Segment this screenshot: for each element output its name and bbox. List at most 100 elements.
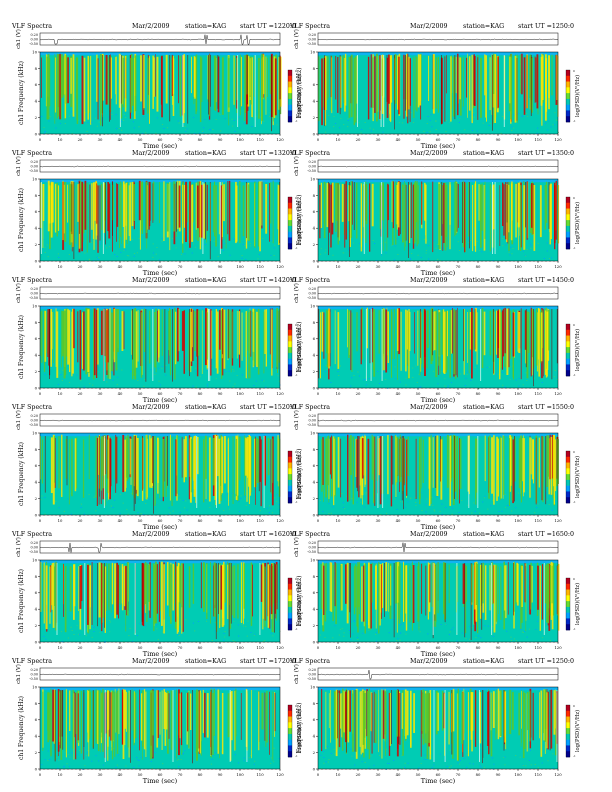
x-tick-label: 50 [416, 391, 421, 396]
noise-speckle [58, 257, 60, 258]
spectral-streak [541, 435, 543, 501]
spectral-streak [451, 438, 453, 478]
spectral-streak [124, 566, 127, 610]
noise-speckle [146, 260, 148, 262]
sferic-line [525, 182, 526, 228]
noise-speckle [348, 249, 350, 251]
spectral-streak [247, 310, 249, 351]
x-tick-label: 70 [178, 391, 183, 396]
x-tick-label: 70 [178, 772, 183, 777]
colorbar-tick-label: -1 [573, 373, 576, 377]
noise-speckle [553, 622, 555, 624]
noise-speckle [85, 635, 87, 637]
noise-speckle [67, 753, 69, 755]
noise-speckle [148, 498, 150, 500]
spectral-streak [384, 691, 386, 756]
spectral-streak [264, 692, 266, 741]
noise-speckle [546, 250, 548, 252]
spectral-streak [328, 693, 330, 729]
spectral-streak [87, 690, 89, 743]
noise-speckle [517, 113, 519, 115]
signal-gap [216, 436, 217, 508]
spectral-streak [87, 564, 89, 625]
panel-start-ut: start UT =1550:0 [518, 404, 574, 411]
noise-speckle [241, 374, 243, 376]
sferic-line [350, 563, 351, 638]
noise-speckle [89, 259, 91, 261]
spectral-streak [544, 565, 547, 604]
spectral-streak [89, 691, 92, 730]
noise-speckle [176, 759, 178, 761]
spectral-streak [416, 57, 418, 112]
noise-speckle [122, 502, 124, 504]
spectral-streak [505, 691, 507, 750]
sferic-line [503, 690, 505, 751]
spectral-streak [475, 438, 478, 493]
sferic-line [391, 690, 392, 744]
spectral-streak [104, 308, 106, 357]
panel-station: station=KAG [185, 658, 226, 665]
spectral-streak [163, 181, 165, 241]
spectral-streak [530, 437, 532, 475]
spectral-streak [194, 57, 196, 99]
sferic-line [208, 55, 209, 115]
waveform-tick-label: 0.00 [30, 673, 38, 677]
noise-speckle [415, 502, 417, 503]
noise-speckle [387, 387, 389, 389]
colorbar-segment [288, 606, 292, 613]
spectral-streak [196, 309, 198, 357]
spectral-streak [468, 435, 470, 495]
noise-speckle [489, 123, 491, 124]
spectral-streak [159, 439, 161, 499]
noise-speckle [58, 507, 60, 509]
x-tick-label: 40 [118, 645, 123, 650]
spectrogram-background [40, 306, 280, 388]
spectral-streak [229, 562, 232, 629]
spectral-streak [326, 562, 327, 611]
spectral-streak [64, 182, 67, 242]
panel-title: VLF Spectra [11, 658, 52, 665]
top-band [318, 306, 558, 310]
colorbar-segment [288, 243, 292, 250]
noise-speckle [490, 505, 492, 507]
spectral-streak [192, 308, 193, 348]
colorbar-segment [566, 739, 570, 746]
sferic-line [217, 55, 219, 109]
colorbar-tick-label: 0 [295, 69, 297, 73]
x-axis-label: Time (sec) [143, 142, 178, 150]
noise-speckle [143, 498, 145, 500]
spectral-streak [371, 562, 373, 603]
spectral-streak [547, 563, 550, 609]
y-tick-label: 6 [35, 82, 38, 87]
colorbar-tick-label: 0 [295, 450, 297, 454]
spectral-streak [348, 310, 350, 358]
panel-start-ut: start UT =1720:0 [240, 658, 296, 665]
noise-speckle [41, 116, 43, 117]
spectral-streak [404, 181, 405, 251]
spectral-streak [77, 693, 79, 741]
x-tick-label: 90 [496, 391, 501, 396]
x-tick-label: 10 [336, 391, 341, 396]
spectral-streak [421, 690, 423, 731]
spectral-streak [422, 439, 424, 483]
x-tick-label: 90 [218, 391, 223, 396]
noise-speckle [276, 494, 279, 496]
spectral-streak [343, 690, 345, 733]
colorbar-segment [288, 479, 292, 486]
noise-speckle [541, 637, 544, 639]
noise-speckle [172, 238, 174, 239]
noise-speckle [192, 754, 194, 756]
noise-speckle [224, 631, 226, 633]
x-tick-label: 60 [436, 137, 441, 142]
waveform-ylabel: ch1 (V) [293, 283, 300, 303]
spectral-streak [269, 565, 271, 629]
colorbar-label: log(PSD)(V²/Hz) [574, 583, 581, 625]
noise-speckle [510, 636, 512, 638]
noise-speckle [417, 254, 419, 256]
noise-speckle [476, 130, 478, 132]
spectral-streak [42, 691, 44, 751]
spectral-streak [101, 183, 103, 231]
waveform-tick-label: 0.20 [308, 33, 316, 37]
spectral-streak [90, 55, 92, 125]
noise-speckle [546, 242, 548, 244]
